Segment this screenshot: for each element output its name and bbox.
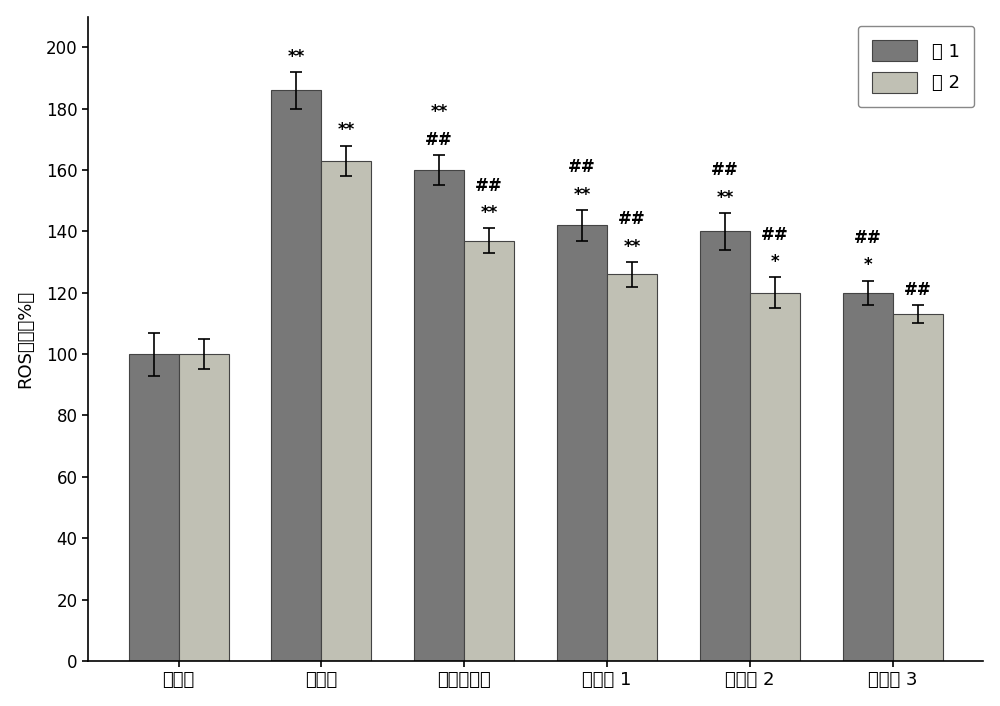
Bar [750,293,800,661]
Text: **: ** [431,103,448,121]
Bar [843,293,893,661]
Text: *: * [771,253,779,271]
Text: ##: ## [904,281,932,299]
Text: ##: ## [425,131,453,148]
Bar [700,232,750,661]
Bar [607,275,657,661]
Text: **: ** [716,189,733,207]
Text: **: ** [288,48,305,66]
Bar [321,161,371,661]
Text: ##: ## [568,158,596,176]
Text: **: ** [623,238,641,256]
Text: ##: ## [761,226,789,244]
Bar [179,354,229,661]
Text: ##: ## [711,161,739,179]
Text: **: ** [481,204,498,222]
Bar [414,170,464,661]
Text: ##: ## [618,210,646,228]
Bar [271,90,321,661]
Text: **: ** [573,186,591,204]
Bar [893,314,943,661]
Text: *: * [863,256,872,275]
Text: **: ** [338,121,355,139]
Legend: 法 1, 法 2: 法 1, 法 2 [858,25,974,107]
Text: ##: ## [854,229,882,247]
Text: ##: ## [475,176,503,195]
Bar [557,225,607,661]
Y-axis label: ROS含量（%）: ROS含量（%） [17,289,35,388]
Bar [129,354,179,661]
Bar [464,241,514,661]
